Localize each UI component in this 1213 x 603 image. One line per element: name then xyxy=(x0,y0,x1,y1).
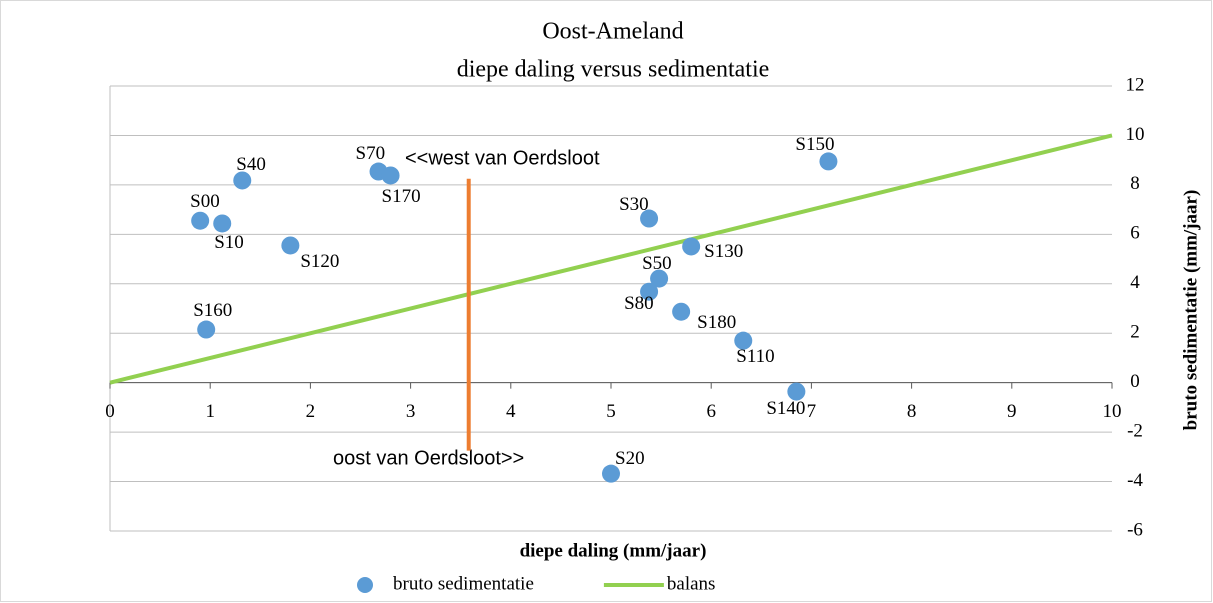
x-tick-label: 6 xyxy=(706,401,716,422)
point xyxy=(191,211,210,230)
legend-label: balans xyxy=(667,573,716,594)
x-axis-title: diepe daling (mm/jaar) xyxy=(520,540,707,561)
point-label: S00 xyxy=(190,191,220,212)
chart-subtitle: diepe daling versus sedimentatie xyxy=(457,57,770,83)
y-tick-label: 12 xyxy=(1126,74,1145,95)
x-tick-label: 4 xyxy=(506,401,516,422)
point xyxy=(281,236,300,255)
point-label: S70 xyxy=(356,143,386,164)
point xyxy=(650,269,669,288)
y-tick-label: 2 xyxy=(1130,322,1140,343)
x-tick-label: 7 xyxy=(807,401,817,422)
point xyxy=(682,237,701,256)
point-label: S160 xyxy=(193,300,232,321)
x-tick-label: 10 xyxy=(1103,401,1122,422)
point-label: S20 xyxy=(615,448,645,469)
chart-title: Oost-Ameland xyxy=(542,19,683,45)
y-tick-label: 6 xyxy=(1130,223,1140,244)
point-label: S80 xyxy=(624,293,654,314)
point xyxy=(197,320,216,339)
annotation: oost van Oerdsloot>> xyxy=(333,447,524,469)
point-label: S10 xyxy=(214,232,244,253)
point-label: S170 xyxy=(382,186,421,207)
point xyxy=(787,382,806,401)
point-label: S130 xyxy=(704,241,743,262)
y-tick-label: 8 xyxy=(1130,173,1140,194)
y-tick-label: -4 xyxy=(1127,470,1143,491)
point-label: S110 xyxy=(736,346,774,367)
point xyxy=(640,209,659,228)
annotation: <<west van Oerdsloot xyxy=(405,147,600,169)
x-tick-label: 8 xyxy=(907,401,917,422)
line xyxy=(109,133,1113,385)
x-tick-label: 5 xyxy=(606,401,616,422)
point-label: S150 xyxy=(795,134,834,155)
x-tick-label: 3 xyxy=(406,401,416,422)
point-label: S40 xyxy=(236,154,266,175)
point xyxy=(233,171,252,190)
point-label: S50 xyxy=(642,253,672,274)
legend-swatch xyxy=(357,577,373,593)
y-tick-label: -6 xyxy=(1127,519,1143,540)
point xyxy=(213,214,232,233)
x-tick-label: 2 xyxy=(306,401,316,422)
x-tick-label: 0 xyxy=(105,401,115,422)
point xyxy=(381,166,400,185)
point xyxy=(672,302,691,321)
point-label: S120 xyxy=(300,251,339,272)
y-tick-label: 10 xyxy=(1126,124,1145,145)
point-label: S30 xyxy=(619,194,649,215)
point xyxy=(819,152,838,171)
point xyxy=(734,331,753,350)
point-label: S140 xyxy=(766,398,805,419)
legend-label: bruto sedimentatie xyxy=(393,573,534,594)
y-tick-label: 4 xyxy=(1130,272,1140,293)
x-tick-label: 1 xyxy=(205,401,215,422)
point-label: S180 xyxy=(697,312,736,333)
y-tick-label: 0 xyxy=(1130,371,1140,392)
point xyxy=(602,464,620,483)
point xyxy=(640,282,659,301)
y-tick-label: -2 xyxy=(1127,420,1143,441)
x-tick-label: 9 xyxy=(1007,401,1017,422)
y-axis-title: bruto sedimentatie (mm/jaar) xyxy=(1180,190,1201,431)
